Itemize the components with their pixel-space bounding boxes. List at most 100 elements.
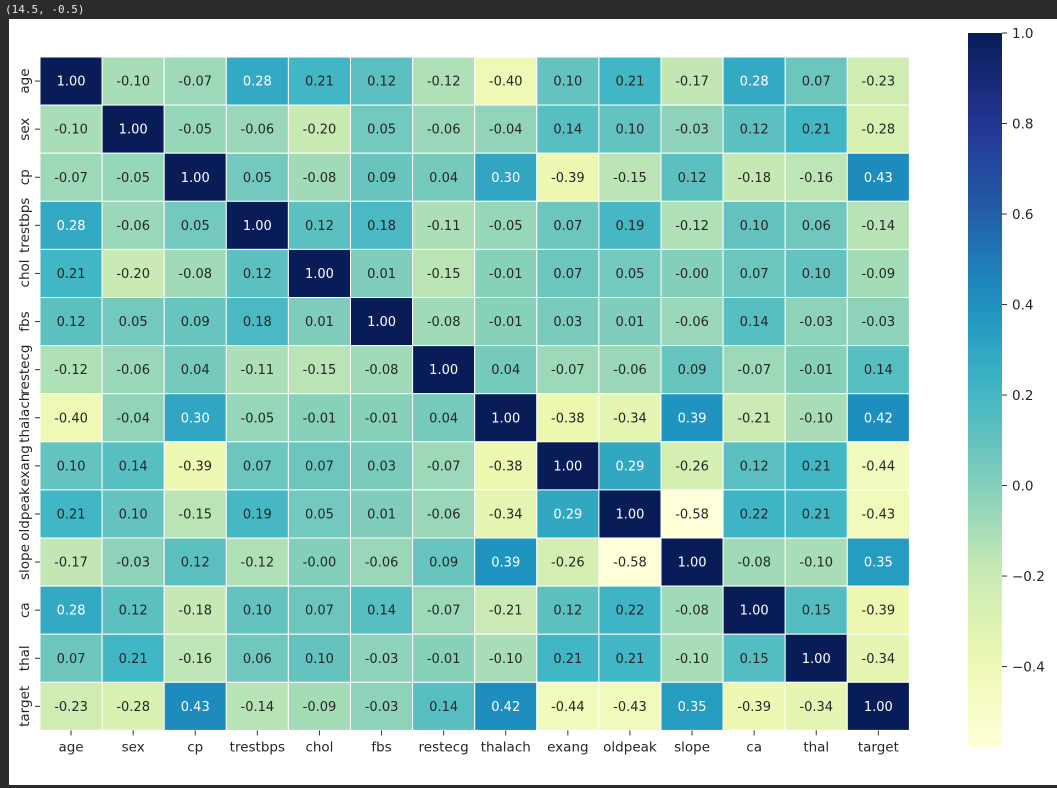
cell-value-label: 1.00 (615, 507, 644, 522)
heatmap-cells: 1.00 -0.10 -0.07 0.28 0.21 0.12 -0.12 -0.40 0.10… (39, 56, 910, 731)
cell-value-label: 0.19 (615, 219, 644, 234)
cell-value-label: 0.12 (367, 75, 396, 90)
cell-value-label: 1.00 (864, 700, 893, 715)
heatmap-cell (287, 489, 351, 539)
heatmap-cell (287, 200, 351, 250)
heatmap-cell (784, 104, 848, 154)
cell-value-label: -0.07 (737, 363, 771, 378)
heatmap-cell (722, 441, 786, 491)
cell-value-label: -0.06 (613, 363, 647, 378)
cell-value-label: -0.39 (178, 459, 212, 474)
cell-value-label: -0.39 (862, 604, 896, 619)
cell-value-label: 0.10 (243, 604, 272, 619)
heatmap-cell (598, 585, 662, 635)
cell-value-label: -0.06 (427, 507, 461, 522)
cell-value-label: 0.21 (57, 267, 86, 282)
x-tick-label: exang (547, 739, 588, 755)
x-tick-label: target (858, 739, 899, 755)
heatmap-cell (660, 441, 724, 491)
heatmap-cell (474, 104, 538, 154)
colorbar-tick-label: 0.4 (1012, 298, 1033, 314)
cell-value-label: 0.12 (243, 267, 272, 282)
cell-value-label: -0.15 (178, 507, 212, 522)
colorbar-tick-label: 0.0 (1012, 479, 1033, 495)
heatmap-cell (163, 104, 227, 154)
cell-value-label: 0.21 (57, 507, 86, 522)
cell-value-label: -0.12 (54, 363, 88, 378)
cell-value-label: 1.00 (305, 267, 334, 282)
heatmap-cell (846, 248, 910, 298)
cell-value-label: 0.14 (740, 315, 769, 330)
cell-value-label: 0.14 (864, 363, 893, 378)
heatmap-cell (412, 200, 476, 250)
heatmap-cell (846, 633, 910, 683)
heatmap-cell (536, 393, 600, 443)
heatmap-cell (784, 633, 848, 683)
cell-value-label: -0.15 (303, 363, 337, 378)
heatmap-cell (474, 441, 538, 491)
cell-value-label: -0.23 (54, 700, 88, 715)
y-tick-label: chol (17, 259, 33, 287)
cell-value-label: -0.08 (178, 267, 212, 282)
heatmap-cell (846, 489, 910, 539)
heatmap-cell (350, 56, 414, 106)
cell-value-label: -0.01 (489, 315, 523, 330)
heatmap-cell (722, 489, 786, 539)
y-tick-label: age (17, 68, 33, 93)
heatmap-cell (722, 56, 786, 106)
heatmap-cell (846, 681, 910, 731)
cell-value-label: -0.06 (675, 315, 709, 330)
cell-value-label: -0.07 (178, 75, 212, 90)
heatmap-cell (536, 585, 600, 635)
cell-value-label: 0.04 (491, 363, 520, 378)
heatmap-cell (163, 345, 227, 395)
cell-value-label: 1.00 (429, 363, 458, 378)
heatmap-cell (163, 152, 227, 202)
heatmap-cell (784, 585, 848, 635)
x-tick-label: sex (122, 739, 145, 755)
cell-value-label: -0.12 (241, 556, 275, 571)
y-tick-label: restecg (17, 345, 33, 395)
cell-value-label: -0.34 (489, 507, 523, 522)
heatmap-cell (660, 297, 724, 347)
heatmap-cell (39, 152, 103, 202)
cell-value-label: 0.01 (305, 315, 334, 330)
heatmap-cell (598, 248, 662, 298)
cell-value-label: -0.06 (116, 363, 150, 378)
cell-value-label: -0.14 (241, 700, 275, 715)
cell-value-label: -0.58 (675, 507, 709, 522)
y-tick-label: fbs (17, 311, 33, 331)
cell-value-label: 0.09 (678, 363, 707, 378)
cell-value-label: 1.00 (181, 171, 210, 186)
heatmap-cell (660, 200, 724, 250)
cell-value-label: 1.00 (678, 556, 707, 571)
cell-value-label: -0.18 (178, 604, 212, 619)
x-tick-label: trestbps (230, 739, 285, 755)
x-tick-label: ca (746, 739, 762, 755)
heatmap-cell (722, 200, 786, 250)
cell-value-label: -0.10 (799, 411, 833, 426)
heatmap-cell (163, 489, 227, 539)
cell-value-label: -0.01 (489, 267, 523, 282)
cell-value-label: 0.04 (429, 411, 458, 426)
cell-value-label: 0.01 (367, 267, 396, 282)
cell-value-label: -0.14 (862, 219, 896, 234)
cell-value-label: 1.00 (367, 315, 396, 330)
cell-value-label: -0.21 (489, 604, 523, 619)
heatmap-cell (412, 345, 476, 395)
cell-value-label: 0.28 (243, 75, 272, 90)
heatmap-cell (412, 537, 476, 587)
cell-value-label: -0.05 (241, 411, 275, 426)
cell-value-label: -0.20 (303, 123, 337, 138)
heatmap-cell (536, 633, 600, 683)
heatmap-cell (39, 489, 103, 539)
cell-value-label: -0.26 (551, 556, 585, 571)
cell-value-label: -0.10 (675, 652, 709, 667)
cell-value-label: 0.10 (553, 75, 582, 90)
heatmap-cell (536, 297, 600, 347)
cell-value-label: -0.05 (116, 171, 150, 186)
cell-value-label: 0.43 (181, 700, 210, 715)
cell-value-label: 0.07 (305, 459, 334, 474)
heatmap-cell (101, 585, 165, 635)
y-tick-label: thalach (17, 393, 33, 443)
